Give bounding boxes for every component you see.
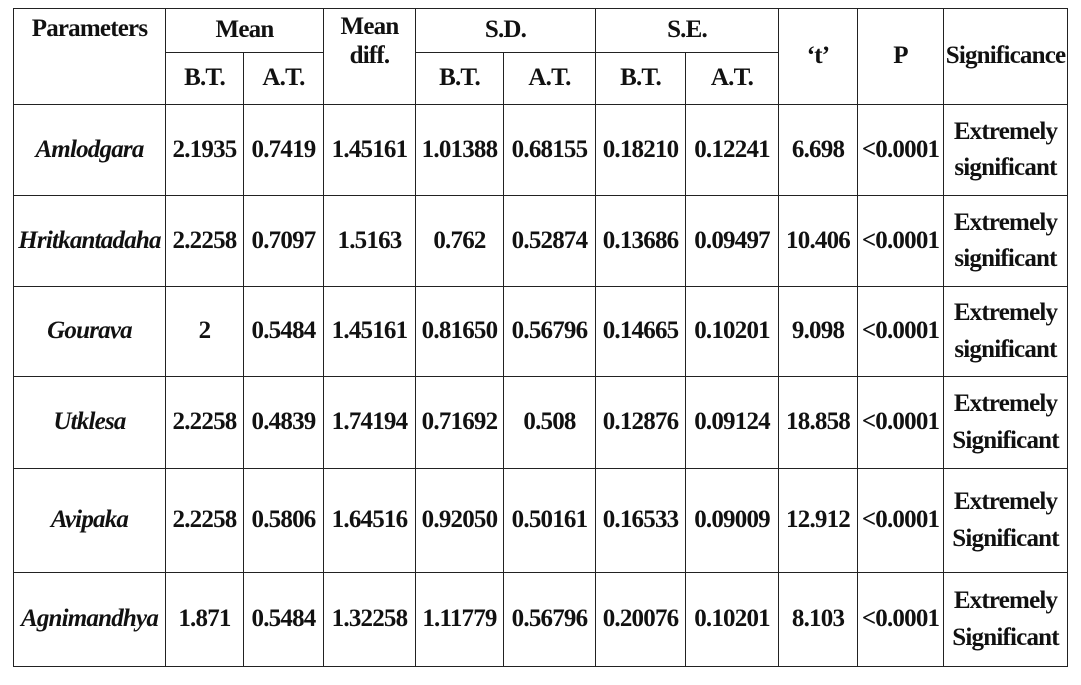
header-cell: P [857,8,945,105]
subheader-cell: B.T. [165,52,244,105]
value-cell: 8.103 [778,572,859,667]
subheader-cell: A.T. [243,52,324,105]
value-cell: 1.871 [165,572,244,667]
data-row: Gourava 2 0.5484 1.45161 0.81650 0.56796 0.146… [13,286,1069,377]
value-cell: 6.698 [778,104,859,196]
value-cell: 1.64516 [323,468,416,573]
parameter-cell: Agnimandhya [13,572,166,667]
header-cell: Parameters [13,8,166,105]
value-cell: 0.09497 [685,195,780,287]
subheader-cell: A.T. [502,52,597,105]
subheader-cell: A.T. [685,52,780,105]
header-cell: Mean diff. [323,8,416,105]
value-cell: 0.56796 [502,286,597,377]
value-cell: <0.0001 [857,572,945,667]
value-cell: 1.45161 [323,286,416,377]
value-cell: 0.508 [502,376,597,469]
value-cell: 1.45161 [323,104,416,196]
value-cell: <0.0001 [857,286,945,377]
header-cell: ‘t’ [778,8,859,105]
value-cell: 0.5484 [243,572,324,667]
header-row: Parameters Mean Mean diff. S.D. S.E. ‘t’… [13,8,1069,105]
value-cell: 0.13686 [595,195,687,287]
data-row: Amlodgara 2.1935 0.7419 1.45161 1.01388 0.681… [13,104,1069,196]
value-cell: 0.92050 [415,468,504,573]
value-cell: 0.5484 [243,286,324,377]
value-cell: 0.50161 [502,468,597,573]
value-cell: 0.18210 [595,104,687,196]
value-cell: 2.2258 [165,195,244,287]
value-cell: 0.12241 [685,104,780,196]
significance-cell: Extremely Significant [943,468,1069,573]
subheader-cell: B.T. [595,52,687,105]
significance-cell: Extremely Significant [943,572,1069,667]
value-cell: 2.1935 [165,104,244,196]
value-cell: 1.74194 [323,376,416,469]
value-cell: 0.20076 [595,572,687,667]
value-cell: 0.762 [415,195,504,287]
value-cell: 0.10201 [685,286,780,377]
value-cell: 0.09124 [685,376,780,469]
value-cell: <0.0001 [857,376,945,469]
header-cell: S.E. [595,8,780,53]
value-cell: <0.0001 [857,104,945,196]
header-cell: Significance [943,8,1069,105]
value-cell: 0.4839 [243,376,324,469]
value-cell: <0.0001 [857,468,945,573]
parameter-cell: Hritkantadaha [13,195,166,287]
value-cell: 2 [165,286,244,377]
data-row: Avipaka 2.2258 0.5806 1.64516 0.92050 0.50161… [13,468,1069,573]
parameter-cell: Utklesa [13,376,166,469]
parameter-cell: Avipaka [13,468,166,573]
significance-cell: Extremely significant [943,104,1069,196]
value-cell: 0.56796 [502,572,597,667]
header-cell: Mean [165,8,324,53]
value-cell: 18.858 [778,376,859,469]
value-cell: 1.01388 [415,104,504,196]
value-cell: 2.2258 [165,468,244,573]
parameter-cell: Amlodgara [13,104,166,196]
data-row: Hritkantadaha 2.2258 0.7097 1.5163 0.762 0.52… [13,195,1069,287]
value-cell: 1.32258 [323,572,416,667]
value-cell: 0.71692 [415,376,504,469]
subheader-cell: B.T. [415,52,504,105]
data-row: Utklesa 2.2258 0.4839 1.74194 0.71692 0.508 0.… [13,376,1069,469]
value-cell: 1.11779 [415,572,504,667]
value-cell: 9.098 [778,286,859,377]
significance-cell: Extremely significant [943,286,1069,377]
data-row: Agnimandhya 1.871 0.5484 1.32258 1.11779 0.56… [13,572,1069,667]
value-cell: 0.7419 [243,104,324,196]
value-cell: 1.5163 [323,195,416,287]
value-cell: 0.5806 [243,468,324,573]
value-cell: 2.2258 [165,376,244,469]
value-cell: 0.10201 [685,572,780,667]
value-cell: <0.0001 [857,195,945,287]
significance-cell: Extremely significant [943,195,1069,287]
value-cell: 0.68155 [502,104,597,196]
value-cell: 12.912 [778,468,859,573]
value-cell: 0.09009 [685,468,780,573]
parameter-cell: Gourava [13,286,166,377]
value-cell: 0.16533 [595,468,687,573]
header-cell: S.D. [414,8,597,53]
value-cell: 0.14665 [595,286,687,377]
value-cell: 10.406 [778,195,859,287]
value-cell: 0.12876 [595,376,687,469]
value-cell: 0.52874 [502,195,597,287]
value-cell: 0.7097 [243,195,324,287]
value-cell: 0.81650 [415,286,504,377]
results-table: Parameters Mean Mean diff. S.D. S.E. ‘t’… [13,8,1069,667]
significance-cell: Extremely Significant [943,376,1069,469]
